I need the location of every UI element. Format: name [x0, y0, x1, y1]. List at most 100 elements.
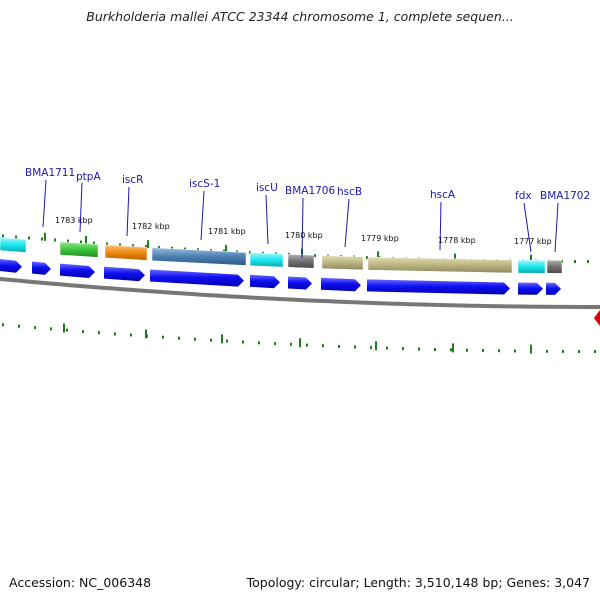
tick-dot: [194, 337, 196, 341]
tick-dot: [418, 347, 420, 351]
cds-arrow: [60, 263, 95, 278]
tick-dot: [546, 349, 548, 353]
label-leader-line: [265, 194, 269, 245]
inner-gc-ticks: [2, 323, 596, 354]
tick-dot: [66, 328, 68, 332]
tick-dot: [106, 242, 108, 246]
cds-arrow: [0, 259, 22, 273]
cds-arrow-track: [0, 259, 561, 295]
tick-dot: [54, 238, 56, 242]
cds-arrow: [150, 269, 244, 287]
tick-dot: [34, 326, 36, 330]
label-leader-line: [439, 201, 442, 251]
tick-dot: [450, 348, 452, 352]
label-leader-line: [126, 186, 130, 237]
genome-summary-text: Topology: circular; Length: 3,510,148 bp…: [246, 575, 590, 590]
tick-dot: [274, 342, 276, 346]
cds-arrow: [250, 274, 280, 289]
tick-dot: [258, 341, 260, 345]
position-marker-icon[interactable]: [594, 310, 600, 326]
label-leader-line: [523, 202, 532, 253]
tick-dot: [158, 246, 160, 249]
tick-dot: [171, 246, 173, 250]
tick-dot: [314, 254, 316, 258]
tick-dot: [338, 344, 340, 348]
tick-dot: [290, 342, 292, 346]
tick-dot: [18, 324, 20, 328]
tick-dot: [2, 234, 4, 238]
tick-dot: [366, 256, 368, 260]
cds-arrow: [104, 266, 145, 282]
feature-box-bma1702: [546, 260, 563, 274]
label-leader-line: [301, 197, 304, 259]
gene-label-hscb[interactable]: hscB: [337, 186, 362, 198]
tick-dot: [28, 236, 30, 240]
tick-dot: [114, 332, 116, 336]
tick-dot: [210, 338, 212, 342]
tick-dot: [370, 346, 372, 350]
major-tick: [63, 323, 65, 333]
gene-label-bma1702[interactable]: BMA1702: [540, 190, 590, 202]
gene-label-bma1711[interactable]: BMA1711: [25, 167, 75, 179]
major-tick: [85, 235, 87, 244]
tick-dot: [15, 235, 17, 239]
feature-box-iscr: [104, 244, 148, 261]
major-tick: [377, 251, 379, 260]
tick-dot: [562, 349, 564, 353]
tick-dot: [578, 350, 580, 353]
major-tick: [44, 232, 46, 241]
gene-label-fdx[interactable]: fdx: [515, 190, 532, 202]
major-tick: [221, 334, 223, 344]
tick-dot: [466, 348, 468, 352]
major-tick: [454, 253, 456, 262]
gene-label-iscs-1[interactable]: iscS-1: [189, 178, 220, 190]
cds-arrow: [546, 282, 561, 295]
feature-box-hscb: [321, 255, 364, 271]
tick-dot: [498, 349, 500, 353]
kbp-labels: 1783 kbp 1782 kbp 1781 kbp 1780 kbp 1779…: [55, 216, 552, 246]
gene-label-iscr[interactable]: iscR: [122, 174, 143, 186]
tick-dot: [402, 347, 404, 351]
kbp-label: 1781 kbp: [208, 227, 246, 236]
tick-dot: [322, 344, 324, 348]
major-tick: [530, 254, 532, 263]
label-leader-line: [200, 190, 205, 241]
gene-label-bma1706[interactable]: BMA1706: [285, 185, 335, 197]
kbp-label: 1778 kbp: [438, 236, 476, 245]
cds-arrow: [32, 261, 51, 275]
tick-dot: [82, 330, 84, 333]
tick-dot: [354, 345, 356, 349]
cds-arrow: [518, 282, 543, 295]
accession-text: Accession: NC_006348: [9, 575, 152, 590]
tick-dot: [574, 260, 576, 263]
tick-dot: [145, 245, 147, 249]
tick-dot: [434, 348, 436, 351]
tick-dot: [132, 244, 134, 248]
tick-dot: [306, 343, 308, 347]
tick-dot: [242, 340, 244, 344]
tick-dot: [50, 327, 52, 331]
major-tick: [375, 341, 377, 351]
tick-dot: [587, 260, 589, 263]
backbone-line: [0, 277, 600, 309]
tick-dot: [514, 349, 516, 353]
tick-dot: [386, 346, 388, 350]
gene-label-iscu[interactable]: iscU: [256, 182, 278, 194]
tick-dot: [67, 239, 69, 243]
cds-arrow: [367, 279, 510, 295]
tick-dot: [482, 349, 484, 352]
tick-dot: [594, 350, 596, 353]
gene-label-ptpa[interactable]: ptpA: [76, 171, 101, 183]
major-tick: [530, 344, 532, 354]
feature-box-bma1711: [0, 237, 27, 253]
kbp-label: 1777 kbp: [514, 237, 552, 246]
tick-dot: [93, 241, 95, 245]
major-tick: [145, 329, 147, 339]
map-title: Burkholderia mallei ATCC 23344 chromosom…: [86, 9, 514, 24]
gene-label-leaders: [42, 179, 559, 259]
gene-label-hsca[interactable]: hscA: [430, 189, 456, 201]
feature-track: [0, 237, 563, 274]
tick-dot: [2, 323, 4, 327]
tick-dot: [130, 333, 132, 337]
